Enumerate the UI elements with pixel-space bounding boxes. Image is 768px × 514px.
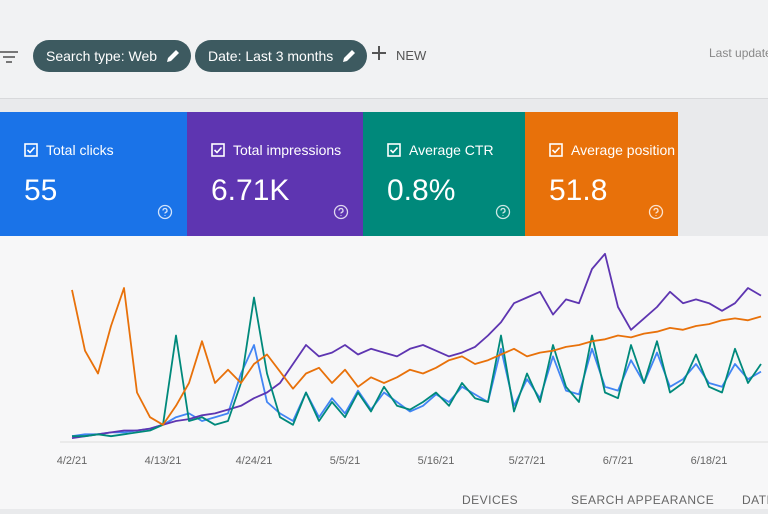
x-tick-label: 4/13/21 (145, 455, 182, 467)
last-update: Last update (709, 46, 768, 60)
tab[interactable]: SEARCH APPEARANCE (571, 493, 715, 507)
series-line (72, 296, 762, 438)
edit-icon (167, 50, 180, 62)
x-tick-label: 4/24/21 (236, 455, 273, 467)
card-label-row: Total impressions (211, 142, 341, 158)
chip-label: Date: Last 3 months (208, 48, 334, 64)
tab[interactable]: DATES (742, 493, 768, 507)
checkbox-check (213, 146, 223, 154)
card-label: Average CTR (409, 142, 494, 158)
help-mark (338, 207, 344, 216)
metric-card[interactable]: Total impressions 6.71K (187, 112, 363, 236)
chart-panel: 4/2/21 4/13/21 4/24/21 5/5/21 5/16/21 5/27/21… (0, 236, 768, 509)
x-tick-label: 5/16/21 (418, 455, 455, 467)
card-label: Total impressions (233, 142, 342, 158)
help-icon (495, 204, 511, 220)
checkbox (387, 143, 401, 157)
toolbar: Search type: Web Date: Last 3 months NEW… (0, 0, 768, 99)
chip[interactable]: Search type: Web (33, 40, 192, 72)
help-circle (648, 204, 664, 220)
checkbox-box (387, 143, 401, 157)
checkbox (24, 143, 38, 157)
metric-card[interactable]: Average position 51.8 (525, 112, 678, 236)
new-label: NEW (396, 48, 427, 63)
card-label-row: Average position (549, 142, 675, 158)
card-value: 51.8 (549, 174, 608, 207)
x-tick-label: 6/7/21 (603, 455, 634, 467)
x-tick-label: 6/18/21 (691, 455, 728, 467)
help-mark (162, 207, 168, 216)
checkbox (211, 143, 225, 157)
help-circle (157, 204, 173, 220)
card-label-row: Average CTR (387, 142, 494, 158)
help-circle (333, 204, 349, 220)
metric-card[interactable]: Total clicks 55 (0, 112, 187, 236)
filter-icon[interactable] (0, 50, 18, 64)
card-label: Average position (571, 142, 676, 158)
chip[interactable]: Date: Last 3 months (195, 40, 368, 72)
help-mark (653, 207, 659, 216)
checkbox-box (211, 143, 225, 157)
new-button[interactable]: NEW (372, 46, 426, 63)
help-icon (333, 204, 349, 220)
series-line (71, 344, 762, 438)
x-tick-label: 4/2/21 (57, 455, 88, 467)
card-value: 6.71K (211, 174, 290, 207)
chip-label: Search type: Web (46, 48, 158, 64)
edit-icon (343, 50, 356, 62)
checkbox-box (24, 143, 38, 157)
tab[interactable]: DEVICES (462, 493, 519, 507)
checkbox-box (549, 143, 563, 157)
checkbox-check (389, 146, 399, 154)
card-label-row: Total clicks (24, 142, 114, 158)
checkbox-check (551, 146, 561, 154)
series-line (71, 252, 762, 439)
plus-icon (372, 46, 386, 60)
help-icon (157, 204, 173, 220)
chart: 4/2/21 4/13/21 4/24/21 5/5/21 5/16/21 5/27/21… (57, 252, 768, 467)
card-value: 0.8% (387, 174, 456, 207)
x-tick-label: 5/5/21 (330, 455, 361, 467)
help-circle (495, 204, 511, 220)
help-mark (500, 207, 506, 216)
card-label: Total clicks (46, 142, 114, 158)
card-value: 55 (24, 174, 58, 207)
metric-card[interactable]: Average CTR 0.8% (363, 112, 525, 236)
x-tick-label: 5/27/21 (509, 455, 546, 467)
checkbox-check (26, 146, 36, 154)
help-icon (648, 204, 664, 220)
series-line (71, 287, 762, 426)
checkbox (549, 143, 563, 157)
